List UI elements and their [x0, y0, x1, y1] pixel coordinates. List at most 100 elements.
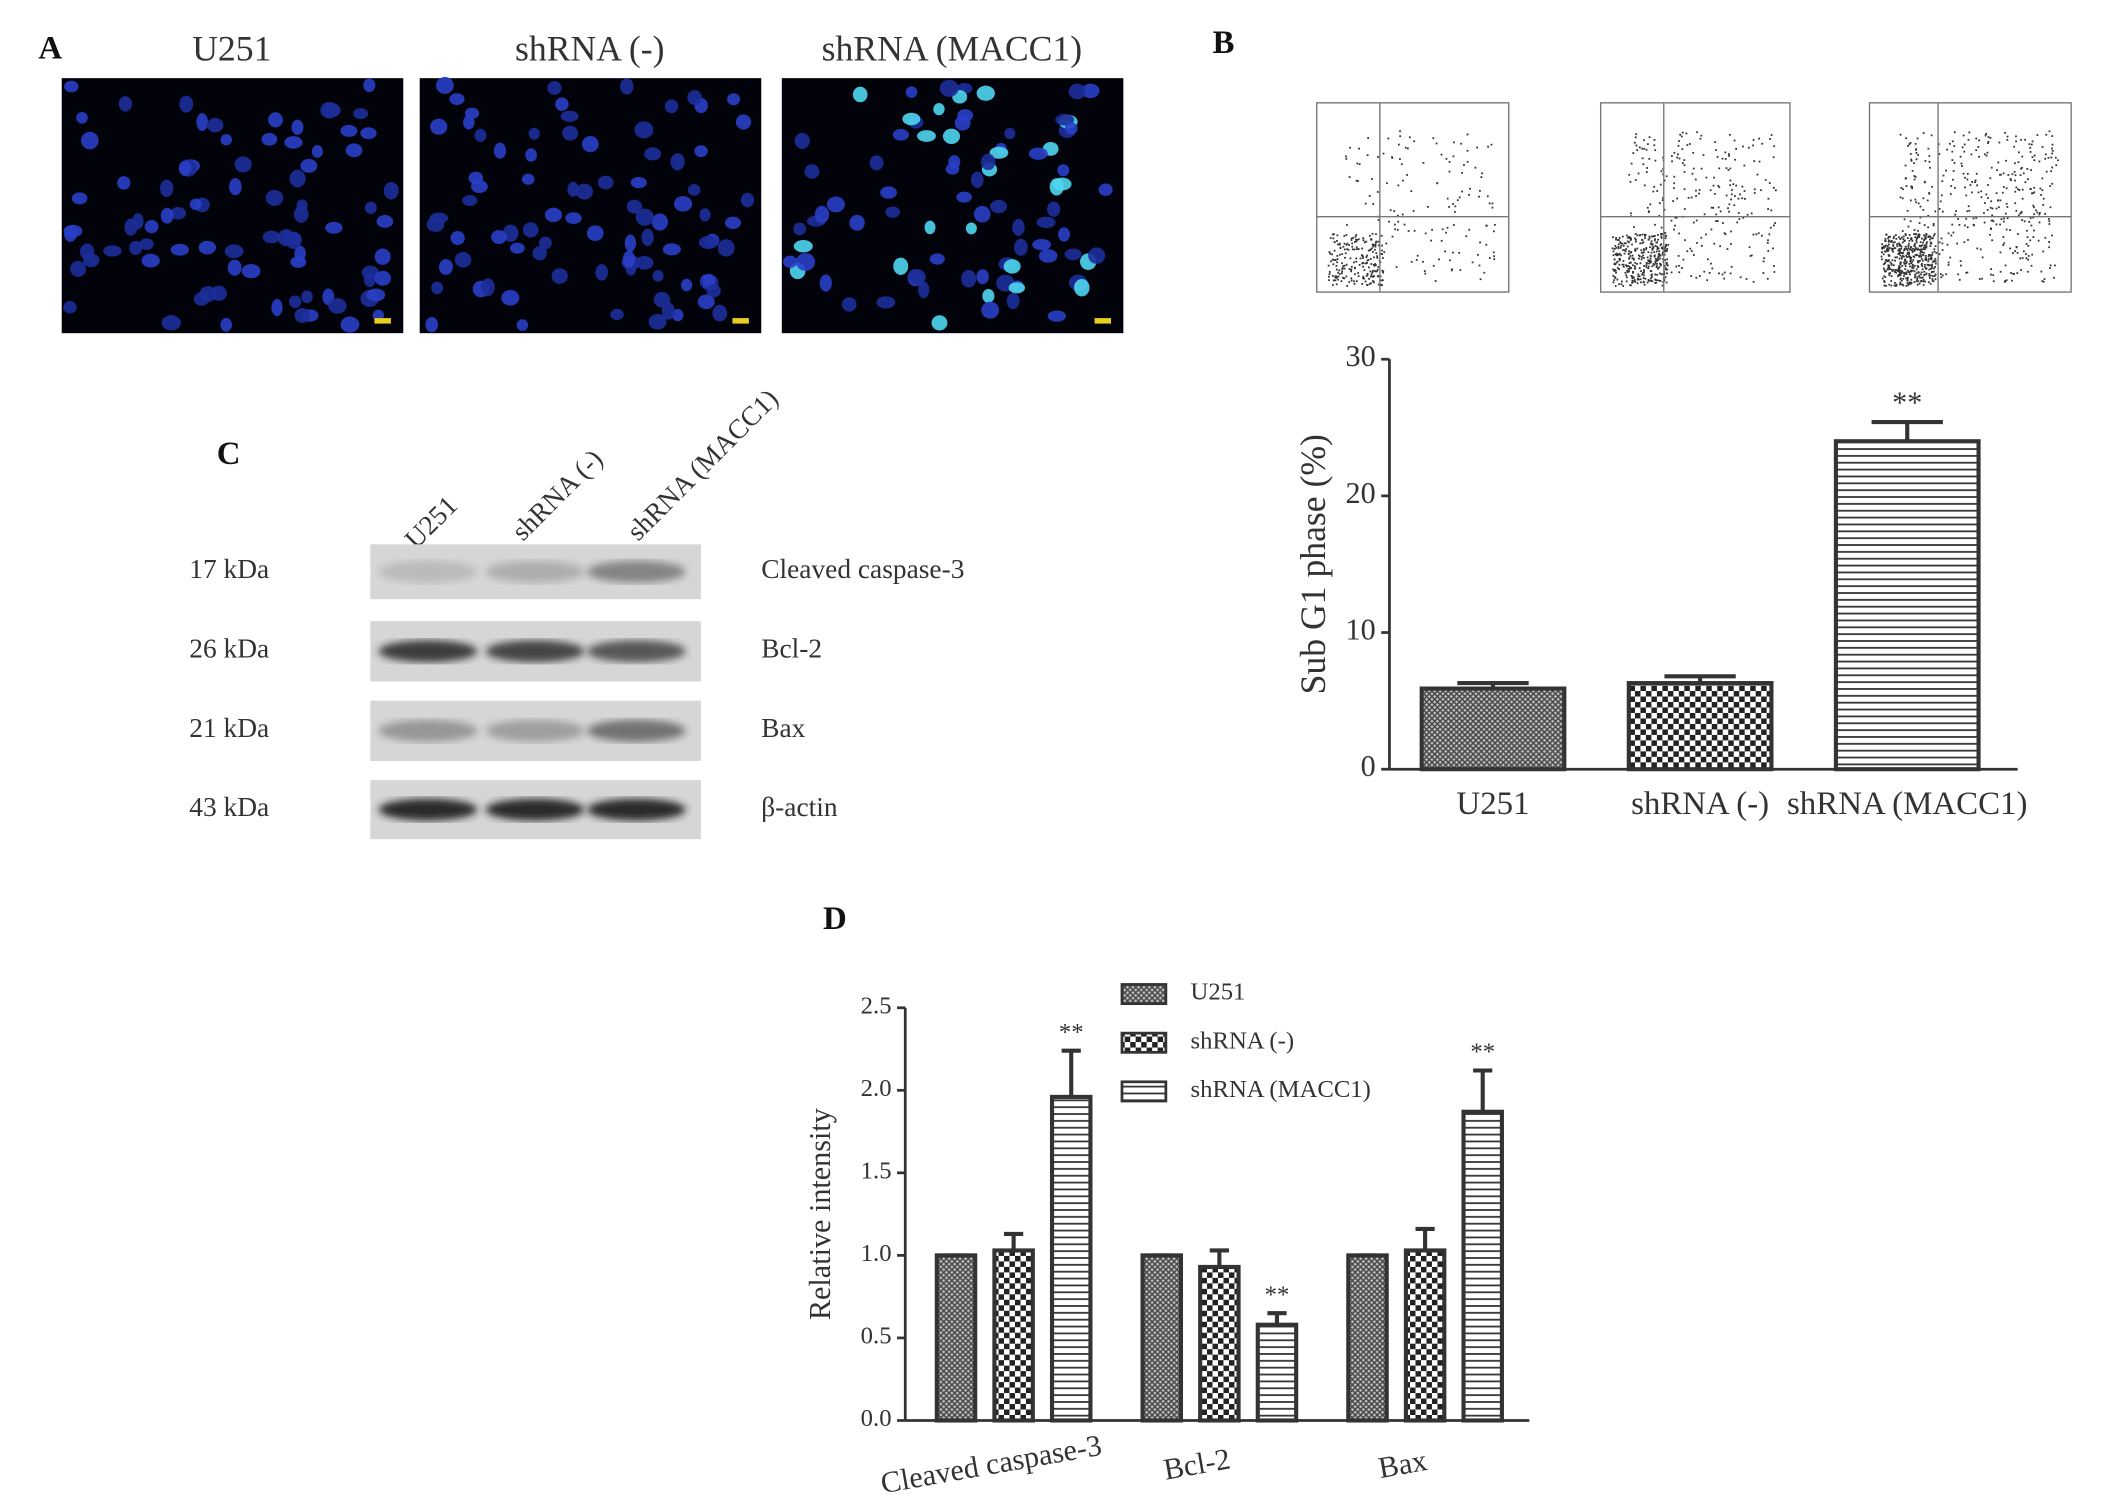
event-dot [1651, 235, 1654, 238]
event-dot [1377, 244, 1380, 247]
event-dot [1335, 264, 1338, 267]
bar [1419, 686, 1567, 772]
event-dot [1999, 223, 2001, 226]
nucleus [597, 175, 614, 190]
event-dot [1721, 273, 1724, 276]
event-dot [2006, 217, 2009, 220]
event-dot [1681, 267, 1683, 269]
nucleus [265, 189, 284, 206]
event-dot [1899, 283, 1901, 286]
event-dot [1934, 245, 1937, 248]
nucleus [340, 316, 360, 333]
event-dot [1714, 193, 1716, 195]
event-dot [1630, 212, 1632, 215]
event-dot [1666, 258, 1669, 261]
event-dot [1917, 247, 1920, 250]
event-dot [1380, 253, 1383, 255]
event-dot [1344, 252, 1347, 255]
event-dot [1622, 285, 1625, 287]
event-dot [1336, 258, 1339, 260]
event-dot [1642, 163, 1645, 166]
event-dot [1466, 160, 1469, 163]
event-dot [1625, 276, 1628, 279]
event-dot [1613, 275, 1616, 278]
event-dot [2014, 202, 2017, 205]
event-dot [1653, 251, 1656, 254]
event-dot [2033, 154, 2036, 157]
event-dot [1887, 249, 1890, 251]
event-dot [1884, 244, 1887, 247]
event-dot [1328, 279, 1331, 282]
event-dot [1364, 262, 1367, 265]
event-dot [1400, 163, 1403, 166]
event-dot [1625, 274, 1628, 277]
event-dot [1910, 238, 1912, 240]
event-dot [1762, 272, 1765, 274]
event-dot [1628, 256, 1631, 259]
event-dot [2014, 174, 2017, 177]
event-dot [1950, 185, 1953, 187]
bar [992, 1248, 1035, 1423]
event-dot [1645, 266, 1648, 268]
nucleus [124, 218, 138, 236]
event-dot [2031, 156, 2034, 159]
band [378, 560, 478, 583]
event-dot [1734, 158, 1736, 161]
event-dot [2006, 138, 2009, 141]
event-dot [1914, 273, 1916, 276]
event-dot [1959, 260, 1962, 263]
event-dot [1657, 238, 1659, 241]
event-dot [1335, 268, 1338, 271]
event-dot [1947, 264, 1950, 266]
nucleus [300, 158, 318, 173]
nucleus [268, 112, 283, 128]
event-dot [1637, 172, 1640, 175]
event-dot [1768, 182, 1771, 184]
event-dot [1888, 246, 1891, 249]
nucleus [538, 236, 552, 250]
event-dot [1476, 146, 1479, 149]
band [485, 798, 585, 821]
event-dot [1659, 257, 1662, 260]
event-dot [1886, 245, 1889, 247]
nucleus [852, 86, 868, 103]
event-dot [1886, 247, 1889, 250]
event-dot [1989, 177, 1992, 180]
band [378, 640, 478, 663]
event-dot [1647, 143, 1649, 145]
event-dot [1617, 253, 1620, 256]
event-dot [1665, 262, 1668, 264]
event-dot [1366, 154, 1369, 157]
event-dot [1884, 262, 1886, 265]
event-dot [1913, 256, 1916, 258]
event-dot [1929, 254, 1932, 257]
event-dot [1912, 259, 1915, 261]
event-dot [1911, 260, 1914, 263]
y-tick-label: 0.5 [861, 1323, 892, 1350]
event-dot [1663, 208, 1666, 211]
event-dot [1914, 254, 1917, 256]
event-dot [1657, 256, 1659, 259]
event-dot [1759, 189, 1762, 192]
size-label: 26 kDa [189, 634, 269, 664]
event-dot [2041, 280, 2044, 283]
event-dot [1753, 188, 1756, 191]
event-dot [1739, 276, 1742, 279]
event-dot [1634, 179, 1637, 181]
event-dot [1920, 271, 1923, 274]
event-dot [1651, 276, 1653, 278]
event-dot [1371, 250, 1374, 253]
event-dot [1755, 233, 1758, 236]
nucleus [160, 179, 174, 198]
event-dot [1356, 239, 1358, 241]
event-dot [1664, 249, 1667, 252]
event-dot [1451, 268, 1454, 271]
event-dot [1368, 194, 1371, 197]
event-dot [1921, 276, 1924, 279]
event-dot [1920, 263, 1923, 266]
scale-bar [732, 318, 749, 324]
nucleus [924, 220, 936, 235]
event-dot [1615, 246, 1618, 249]
event-dot [1633, 279, 1636, 281]
event-dot [1352, 236, 1355, 239]
